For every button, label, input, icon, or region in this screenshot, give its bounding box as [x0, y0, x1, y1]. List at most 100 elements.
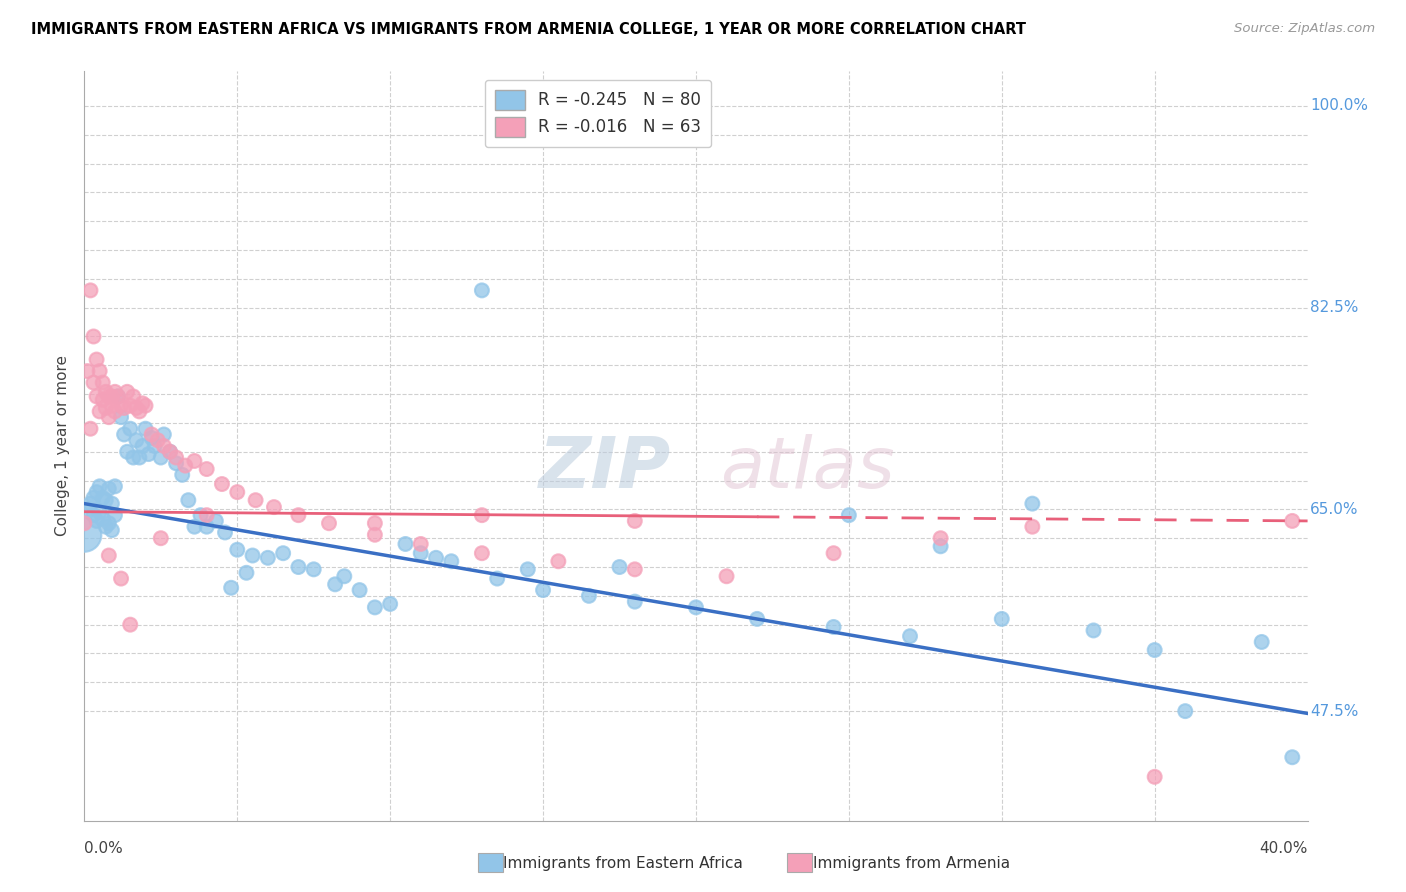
Point: [1281, 514, 1303, 528]
Point: [516, 562, 538, 576]
Point: [471, 284, 494, 298]
Point: [153, 427, 176, 442]
Point: [89, 404, 111, 418]
Point: [101, 497, 124, 511]
Point: [245, 493, 267, 508]
Point: [104, 384, 127, 399]
Point: [471, 508, 494, 523]
Point: [838, 508, 860, 523]
Point: [333, 569, 356, 583]
Point: [1021, 497, 1043, 511]
Point: [97, 549, 120, 563]
Point: [165, 456, 187, 470]
Point: [226, 542, 249, 557]
Point: [141, 431, 163, 445]
Point: [86, 485, 108, 500]
Point: [1143, 770, 1166, 784]
Point: [205, 514, 228, 528]
Point: [302, 562, 325, 576]
Point: [73, 516, 96, 531]
Point: [94, 519, 117, 533]
Point: [101, 389, 124, 403]
Point: [128, 404, 150, 418]
Point: [183, 519, 205, 533]
Point: [79, 284, 101, 298]
Point: [624, 594, 647, 608]
Text: Source: ZipAtlas.com: Source: ZipAtlas.com: [1234, 22, 1375, 36]
Point: [195, 462, 218, 476]
Text: 65.0%: 65.0%: [1310, 502, 1358, 516]
Point: [177, 493, 200, 508]
Point: [1021, 519, 1043, 533]
Text: Immigrants from Armenia: Immigrants from Armenia: [813, 856, 1010, 871]
Point: [172, 467, 194, 482]
Point: [242, 549, 264, 563]
Text: 100.0%: 100.0%: [1310, 98, 1368, 113]
Point: [1143, 643, 1166, 657]
Point: [112, 401, 135, 415]
Point: [547, 554, 569, 568]
Point: [898, 629, 921, 643]
Point: [143, 439, 166, 453]
Point: [226, 485, 249, 500]
Point: [83, 376, 105, 390]
Point: [79, 497, 101, 511]
Point: [94, 493, 117, 508]
Point: [89, 479, 111, 493]
Point: [214, 525, 236, 540]
Point: [101, 523, 124, 537]
Point: [146, 434, 169, 448]
Point: [318, 516, 340, 531]
Point: [79, 422, 101, 436]
Point: [120, 617, 142, 632]
Point: [409, 537, 432, 551]
Text: 47.5%: 47.5%: [1310, 704, 1358, 719]
Point: [195, 508, 218, 523]
Point: [107, 389, 129, 403]
Point: [364, 516, 387, 531]
Point: [1174, 704, 1197, 718]
Point: [823, 546, 845, 560]
Point: [112, 427, 135, 442]
Point: [97, 482, 120, 496]
Text: ZIP: ZIP: [540, 434, 672, 503]
Point: [471, 546, 494, 560]
Point: [364, 600, 387, 615]
Point: [425, 550, 447, 565]
Point: [486, 572, 509, 586]
Point: [94, 384, 117, 399]
Point: [823, 620, 845, 634]
Text: Immigrants from Eastern Africa: Immigrants from Eastern Africa: [503, 856, 744, 871]
Point: [91, 392, 114, 407]
Point: [83, 329, 105, 343]
Point: [120, 422, 142, 436]
Point: [153, 439, 176, 453]
Point: [409, 546, 432, 560]
Point: [91, 376, 114, 390]
Point: [104, 479, 127, 493]
Point: [97, 410, 120, 425]
Point: [394, 537, 416, 551]
Point: [716, 569, 738, 583]
Point: [624, 562, 647, 576]
Point: [101, 399, 124, 413]
Point: [991, 612, 1014, 626]
Point: [89, 364, 111, 378]
Point: [1250, 635, 1272, 649]
Point: [120, 399, 142, 413]
Point: [135, 422, 157, 436]
Point: [131, 396, 153, 410]
Point: [287, 560, 309, 574]
Point: [104, 404, 127, 418]
Point: [531, 583, 554, 598]
Point: [104, 508, 127, 523]
Point: [110, 399, 132, 413]
Point: [1281, 750, 1303, 764]
Point: [159, 444, 181, 458]
Point: [135, 399, 157, 413]
Point: [190, 508, 212, 523]
Point: [440, 554, 463, 568]
Point: [138, 447, 160, 461]
Point: [122, 389, 145, 403]
Point: [219, 581, 242, 595]
